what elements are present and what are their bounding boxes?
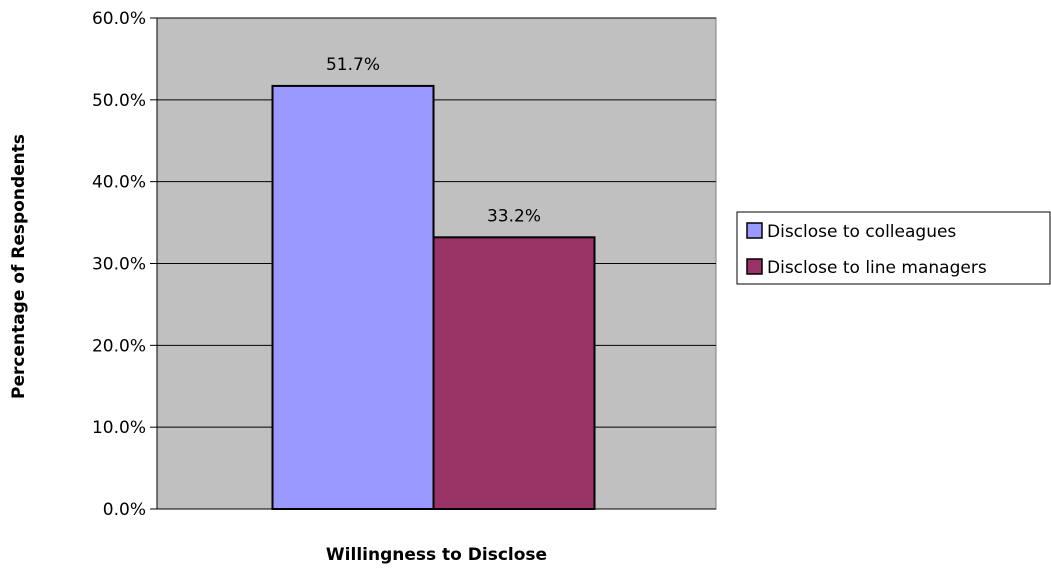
y-tick-label: 40.0%: [92, 173, 146, 193]
legend: Disclose to colleagues Disclose to line m…: [736, 211, 1051, 285]
gridlines: [157, 17, 716, 428]
bar-disclose-to-colleagues: [271, 84, 435, 511]
bars: [271, 84, 596, 511]
y-axis-title: Percentage of Respondents: [9, 134, 29, 399]
y-tick-label: 0.0%: [103, 500, 146, 520]
y-tick-label: 50.0%: [92, 91, 146, 111]
legend-box: [736, 211, 1051, 285]
data-label: 33.2%: [487, 206, 541, 226]
x-axis-title: Willingness to Disclose: [326, 545, 547, 565]
y-tick-label: 20.0%: [92, 336, 146, 356]
y-tick-label: 60.0%: [92, 9, 146, 29]
y-axis: 0.0% 10.0% 20.0% 30.0% 40.0% 50.0% 60.0%: [92, 9, 716, 520]
legend-label: Disclose to line managers: [767, 258, 987, 278]
y-tick-label: 30.0%: [92, 255, 146, 275]
y-tick-label: 10.0%: [92, 418, 146, 438]
legend-swatch: [746, 258, 763, 275]
data-labels: 51.7% 33.2%: [326, 55, 541, 226]
data-label: 51.7%: [326, 55, 380, 75]
legend-swatch: [746, 222, 763, 239]
bar-disclose-to-line-managers: [432, 236, 596, 511]
legend-label: Disclose to colleagues: [767, 222, 956, 242]
